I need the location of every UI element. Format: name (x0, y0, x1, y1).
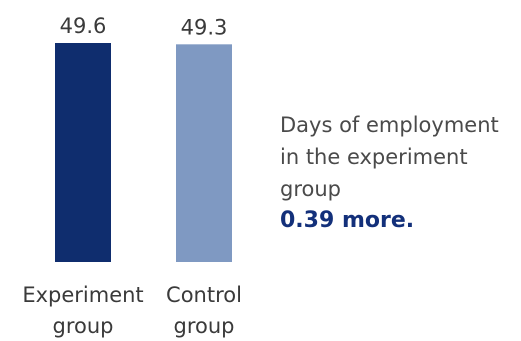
category-label-0-line-1: group (53, 314, 114, 338)
annotation-line-3: group (280, 177, 341, 201)
value-label-1: 49.3 (181, 15, 228, 39)
bar-1 (176, 44, 232, 262)
annotation-line-2: in the experiment (280, 145, 468, 169)
category-label-1-line-0: Control (166, 283, 242, 307)
annotation-line-1: Days of employment (280, 113, 499, 137)
bar-0 (55, 43, 111, 262)
value-label-0: 49.6 (60, 14, 107, 38)
category-label-0-line-0: Experiment (22, 283, 143, 307)
category-label-1-line-1: group (174, 314, 235, 338)
annotation-highlight: 0.39 more. (280, 208, 415, 233)
annotation: Days of employment in the experiment gro… (280, 109, 516, 237)
bar-chart: 49.6 Experiment group 49.3 Control group (22, 14, 242, 338)
